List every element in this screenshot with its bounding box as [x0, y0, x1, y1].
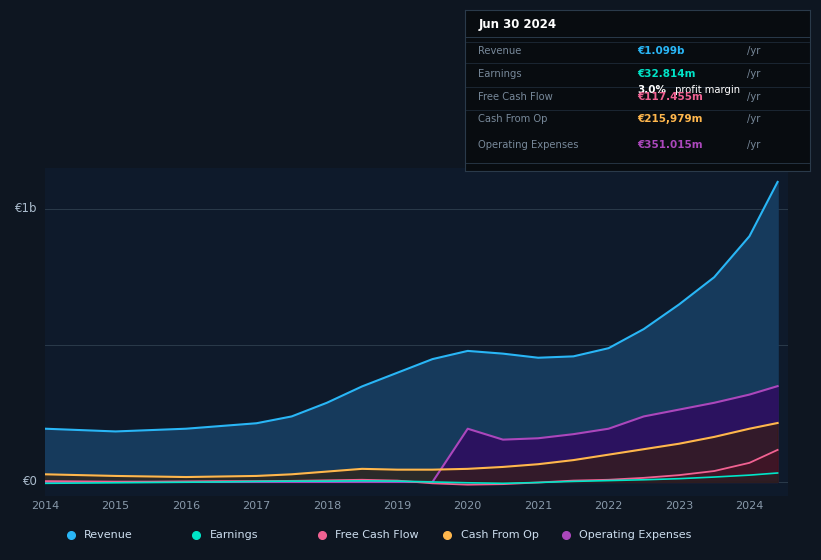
Text: Revenue: Revenue	[479, 46, 522, 57]
Text: Free Cash Flow: Free Cash Flow	[335, 530, 419, 540]
Text: /yr: /yr	[747, 140, 761, 150]
Text: Earnings: Earnings	[479, 69, 522, 79]
Text: Operating Expenses: Operating Expenses	[479, 140, 579, 150]
Text: €117.455m: €117.455m	[637, 92, 703, 101]
Text: /yr: /yr	[747, 46, 761, 57]
Text: €0: €0	[23, 475, 38, 488]
Text: Operating Expenses: Operating Expenses	[579, 530, 691, 540]
Text: €351.015m: €351.015m	[637, 140, 703, 150]
Text: Cash From Op: Cash From Op	[461, 530, 539, 540]
Text: €1b: €1b	[16, 203, 38, 216]
Text: Revenue: Revenue	[84, 530, 133, 540]
Text: Earnings: Earnings	[209, 530, 258, 540]
Text: /yr: /yr	[747, 114, 761, 124]
Text: 3.0%: 3.0%	[637, 85, 666, 95]
Text: €32.814m: €32.814m	[637, 69, 695, 79]
Text: Free Cash Flow: Free Cash Flow	[479, 92, 553, 101]
Text: profit margin: profit margin	[672, 85, 740, 95]
Text: /yr: /yr	[747, 69, 761, 79]
Text: Jun 30 2024: Jun 30 2024	[479, 17, 557, 31]
Text: €215,979m: €215,979m	[637, 114, 703, 124]
Text: Cash From Op: Cash From Op	[479, 114, 548, 124]
Text: /yr: /yr	[747, 92, 761, 101]
Text: €1.099b: €1.099b	[637, 46, 685, 57]
